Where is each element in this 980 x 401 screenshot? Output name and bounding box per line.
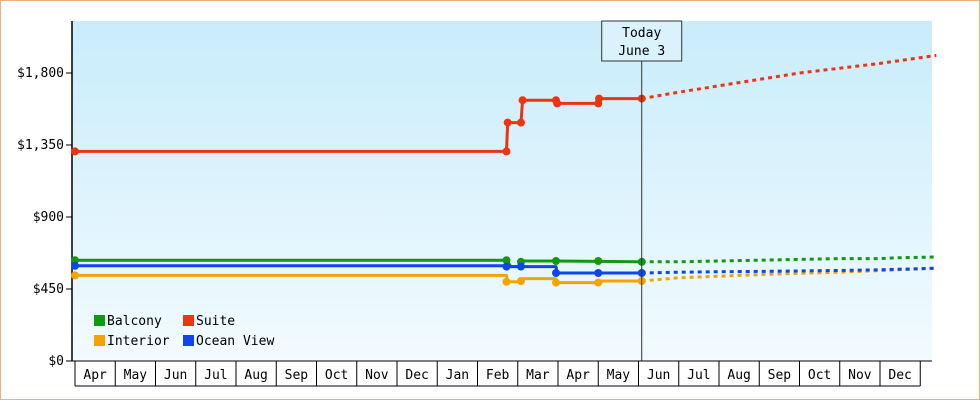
legend-label: Balcony	[107, 314, 162, 329]
today-box	[601, 20, 683, 62]
series-forecast-line	[641, 53, 937, 101]
x-tick-label: Apr	[566, 368, 590, 383]
legend-swatch	[183, 315, 194, 326]
y-tick-label: $900	[33, 210, 64, 225]
series-point	[516, 118, 525, 127]
x-tick-label: Nov	[848, 368, 872, 383]
x-tick-label: Jun	[647, 368, 670, 383]
series-forecast-line	[641, 266, 937, 283]
y-tick-label: $0	[48, 354, 64, 369]
legend-swatch	[183, 335, 194, 346]
series-point	[553, 99, 562, 108]
series-point	[518, 96, 527, 105]
today-marker: Today June 3	[601, 20, 683, 361]
legend-label: Ocean View	[196, 334, 274, 349]
series-point	[71, 147, 79, 156]
x-tick-label: Aug	[244, 368, 267, 383]
x-tick-label: Sep	[768, 368, 792, 383]
series-point	[502, 147, 511, 156]
x-tick-label: Mar	[526, 368, 550, 383]
series-point	[551, 269, 560, 277]
x-tick-label: Jan	[446, 368, 469, 383]
today-date: June 3	[618, 44, 665, 59]
x-tick-label: Oct	[325, 368, 348, 383]
x-tick-label: Dec	[405, 368, 428, 383]
y-tick-label: $1,800	[17, 66, 64, 81]
x-tick-label: Sep	[285, 368, 309, 383]
series-point	[71, 271, 79, 280]
series-point	[502, 277, 511, 286]
series-point	[551, 278, 560, 287]
series-point	[594, 278, 603, 287]
x-tick-label: Dec	[888, 368, 911, 383]
series-point	[594, 269, 603, 277]
series-point	[502, 256, 511, 265]
x-tick-label: Jun	[164, 368, 187, 383]
y-tick-label: $450	[33, 282, 64, 297]
series-point	[595, 94, 604, 103]
series-point	[502, 262, 511, 271]
series-forecast-line	[641, 266, 937, 275]
y-tick-label: $1,350	[17, 138, 64, 153]
x-tick-label: Apr	[83, 368, 107, 383]
series-forecast-line	[641, 255, 937, 264]
legend-swatch	[94, 315, 105, 326]
x-tick-label: Oct	[808, 368, 831, 383]
series-point	[516, 277, 525, 285]
legend-label: Suite	[196, 314, 235, 329]
x-tick-label: May	[607, 368, 631, 383]
series-point	[503, 118, 512, 127]
x-tick-label: Jul	[687, 368, 710, 383]
series-layer	[71, 53, 937, 287]
series-point	[551, 257, 560, 265]
x-tick-label: Nov	[365, 368, 389, 383]
plot-background	[72, 21, 932, 361]
today-label: Today	[622, 26, 661, 41]
series-point	[594, 257, 603, 265]
legend: Balcony Suite Interior Ocean View	[94, 314, 274, 349]
x-tick-label: Feb	[486, 368, 510, 383]
legend-swatch	[94, 335, 105, 346]
series-point	[71, 261, 79, 270]
series-point	[71, 256, 79, 265]
x-axis: Apr May Jun Jul Aug Sep Oct Nov Dec Jan Feb Mar Apr M…	[74, 361, 921, 387]
x-tick-label: May	[124, 368, 148, 383]
x-tick-label: Aug	[727, 368, 750, 383]
y-axis: $0 $450 $900 $1,350 $1,800	[17, 21, 932, 369]
legend-label: Interior	[107, 334, 170, 349]
x-tick-label: Jul	[204, 368, 227, 383]
series-point	[516, 262, 525, 271]
